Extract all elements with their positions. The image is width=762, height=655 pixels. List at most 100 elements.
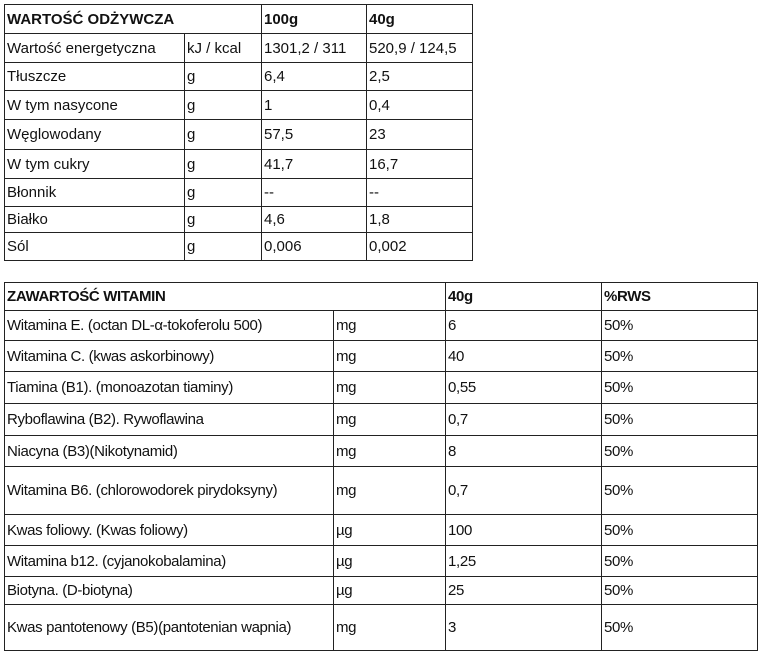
table-cell: Biotyna. (D-biotyna): [4, 576, 334, 605]
table-row: Kwas pantotenowy (B5)(pantotenian wapnia…: [4, 604, 759, 651]
table-row: Tłuszcze g 6,4 2,5: [4, 62, 473, 91]
header-cell: WARTOŚĆ ODŻYWCZA: [4, 4, 262, 34]
table-row: Niacyna (B3)(Nikotynamid) mg 8 50%: [4, 435, 759, 467]
table-row: Węglowodany g 57,5 23: [4, 119, 473, 150]
table-cell: Tłuszcze: [4, 62, 185, 91]
table-cell: 50%: [601, 514, 759, 546]
table-cell: g: [184, 149, 262, 179]
table-cell: 41,7: [261, 149, 367, 179]
table-row: Tiamina (B1). (monoazotan tiaminy) mg 0,55…: [4, 371, 759, 404]
table-cell: 2,5: [366, 62, 473, 91]
table-cell: g: [184, 232, 262, 261]
table-cell: Białko: [4, 206, 185, 233]
table-cell: 23: [366, 119, 473, 150]
header-cell: 40g: [366, 4, 473, 34]
table-row: Wartość energetyczna kJ / kcal 1301,2 / 31…: [4, 33, 473, 63]
header-cell: 40g: [445, 282, 603, 311]
table-cell: 0,4: [366, 90, 473, 120]
table-cell: --: [366, 178, 473, 207]
table-cell: Błonnik: [4, 178, 185, 207]
table-row: Biotyna. (D-biotyna) µg 25 50%: [4, 576, 759, 605]
table-row: Białko g 4,6 1,8: [4, 206, 473, 233]
table-cell: Ryboflawina (B2). Rywoflawina: [4, 403, 334, 436]
table-cell: g: [184, 62, 262, 91]
table-cell: 50%: [601, 371, 759, 404]
table-cell: 50%: [601, 466, 759, 515]
table-cell: 50%: [601, 403, 759, 436]
table-row: Witamina E. (octan DL-α-tokoferolu 500) m…: [4, 310, 759, 341]
table-cell: µg: [332, 545, 447, 577]
header-cell: ZAWARTOŚĆ WITAMIN: [3, 282, 447, 311]
table-cell: Kwas pantotenowy (B5)(pantotenian wapnia…: [4, 604, 334, 651]
table-cell: 100: [445, 514, 603, 546]
table-cell: 1301,2 / 311: [261, 33, 367, 63]
table-cell: 50%: [601, 340, 759, 372]
table-row: W tym cukry g 41,7 16,7: [4, 149, 473, 179]
table-row: Witamina b12. (cyjanokobalamina) µg 1,25 50…: [4, 545, 759, 577]
table-row: Witamina C. (kwas askorbinowy) mg 40 50%: [4, 340, 759, 372]
table-cell: mg: [332, 310, 447, 341]
table-cell: --: [261, 178, 367, 207]
table-cell: 6,4: [261, 62, 367, 91]
table-cell: g: [184, 119, 262, 150]
table-cell: 50%: [601, 576, 759, 605]
table-cell: 40: [445, 340, 603, 372]
table-cell: 6: [445, 310, 603, 341]
table-cell: 0,55: [445, 371, 603, 404]
table-cell: Witamina B6. (chlorowodorek pirydoksyny): [4, 466, 334, 515]
table-cell: 50%: [601, 545, 759, 577]
table-cell: W tym nasycone: [4, 90, 185, 120]
table-cell: 50%: [601, 604, 759, 651]
table-cell: 1,8: [366, 206, 473, 233]
table-cell: 16,7: [366, 149, 473, 179]
table-cell: 0,006: [261, 232, 367, 261]
table-cell: Witamina C. (kwas askorbinowy): [4, 340, 334, 372]
table-row: Witamina B6. (chlorowodorek pirydoksyny)…: [4, 466, 759, 515]
table-cell: Kwas foliowy. (Kwas foliowy): [4, 514, 334, 546]
table-cell: mg: [332, 466, 447, 515]
table-cell: Witamina E. (octan DL-α-tokoferolu 500): [4, 310, 334, 341]
table-cell: 3: [445, 604, 603, 651]
table-header-row: WARTOŚĆ ODŻYWCZA 100g 40g: [4, 4, 473, 34]
table-cell: 57,5: [261, 119, 367, 150]
table-cell: 1: [261, 90, 367, 120]
nutrition-table: WARTOŚĆ ODŻYWCZA 100g 40g Wartość energetyc…: [4, 4, 473, 261]
table-cell: g: [184, 206, 262, 233]
table-cell: 0,7: [445, 466, 603, 515]
table-cell: Witamina b12. (cyjanokobalamina): [4, 545, 334, 577]
table-cell: µg: [332, 576, 447, 605]
table-cell: mg: [332, 340, 447, 372]
table-row: Sól g 0,006 0,002: [4, 232, 473, 261]
table-cell: mg: [332, 435, 447, 467]
table-row: Kwas foliowy. (Kwas foliowy) µg 100 50%: [4, 514, 759, 546]
table-cell: 4,6: [261, 206, 367, 233]
table-cell: 0,7: [445, 403, 603, 436]
table-cell: Niacyna (B3)(Nikotynamid): [4, 435, 334, 467]
table-cell: g: [184, 90, 262, 120]
table-row: Ryboflawina (B2). Rywoflawina mg 0,7 50%: [4, 403, 759, 436]
table-cell: kJ / kcal: [184, 33, 262, 63]
table-cell: 520,9 / 124,5: [366, 33, 473, 63]
table-cell: µg: [332, 514, 447, 546]
table-cell: Węglowodany: [4, 119, 185, 150]
table-cell: W tym cukry: [4, 149, 185, 179]
table-cell: mg: [332, 604, 447, 651]
table-cell: 0,002: [366, 232, 473, 261]
table-cell: mg: [332, 403, 447, 436]
table-cell: 25: [445, 576, 603, 605]
table-cell: 1,25: [445, 545, 603, 577]
table-header-row: ZAWARTOŚĆ WITAMIN 40g %RWS: [3, 282, 759, 311]
table-cell: Wartość energetyczna: [4, 33, 185, 63]
vitamins-table: ZAWARTOŚĆ WITAMIN 40g %RWS Witamina E. (oct…: [3, 282, 759, 651]
table-cell: g: [184, 178, 262, 207]
header-cell: %RWS: [601, 282, 759, 311]
table-cell: 50%: [601, 310, 759, 341]
table-cell: 8: [445, 435, 603, 467]
table-cell: mg: [332, 371, 447, 404]
table-cell: 50%: [601, 435, 759, 467]
header-cell: 100g: [261, 4, 367, 34]
table-row: W tym nasycone g 1 0,4: [4, 90, 473, 120]
table-row: Błonnik g -- --: [4, 178, 473, 207]
table-cell: Sól: [4, 232, 185, 261]
table-cell: Tiamina (B1). (monoazotan tiaminy): [4, 371, 334, 404]
